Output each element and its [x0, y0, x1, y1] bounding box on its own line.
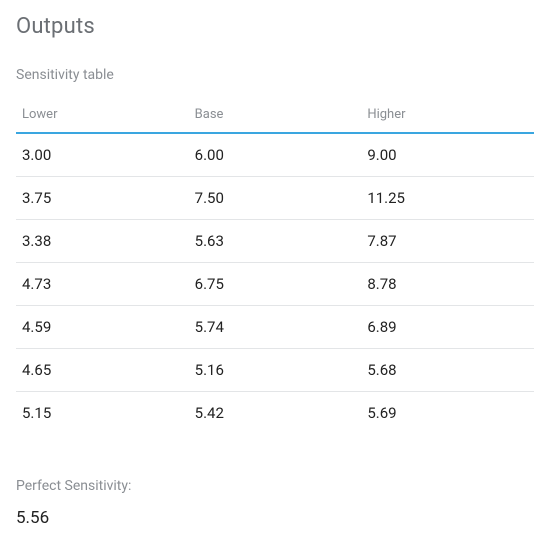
table-cell: 6.75: [189, 263, 362, 306]
table-cell: 4.65: [16, 349, 189, 392]
table-cell: 3.75: [16, 177, 189, 220]
table-cell: 4.73: [16, 263, 189, 306]
col-header-base: Base: [189, 97, 362, 132]
table-row: 3.385.637.87: [16, 220, 534, 263]
col-header-lower: Lower: [16, 97, 189, 132]
outputs-panel: Outputs Sensitivity table Lower Base Hig…: [0, 0, 550, 552]
table-row: 4.736.758.78: [16, 263, 534, 306]
sensitivity-table: Lower Base Higher 3.006.009.003.757.5011…: [16, 97, 534, 434]
result-label: Perfect Sensitivity:: [16, 478, 534, 494]
table-cell: 8.78: [361, 263, 534, 306]
table-cell: 3.00: [16, 134, 189, 177]
table-cell: 3.38: [16, 220, 189, 263]
table-cell: 11.25: [361, 177, 534, 220]
table-cell: 7.50: [189, 177, 362, 220]
table-cell: 9.00: [361, 134, 534, 177]
table-cell: 5.74: [189, 306, 362, 349]
result-value: 5.56: [16, 508, 534, 528]
table-body: 3.006.009.003.757.5011.253.385.637.874.7…: [16, 134, 534, 434]
table-cell: 5.15: [16, 392, 189, 435]
table-cell: 5.63: [189, 220, 362, 263]
table-row: 3.006.009.00: [16, 134, 534, 177]
table-cell: 4.59: [16, 306, 189, 349]
table-head: Lower Base Higher: [16, 97, 534, 134]
table-header-row: Lower Base Higher: [16, 97, 534, 132]
col-header-higher: Higher: [361, 97, 534, 132]
table-cell: 6.89: [361, 306, 534, 349]
table-cell: 6.00: [189, 134, 362, 177]
table-row: 4.655.165.68: [16, 349, 534, 392]
table-cell: 7.87: [361, 220, 534, 263]
table-cell: 5.42: [189, 392, 362, 435]
table-row: 5.155.425.69: [16, 392, 534, 435]
table-cell: 5.69: [361, 392, 534, 435]
table-cell: 5.68: [361, 349, 534, 392]
page-title: Outputs: [16, 14, 534, 39]
table-label: Sensitivity table: [16, 67, 534, 83]
table-row: 4.595.746.89: [16, 306, 534, 349]
table-cell: 5.16: [189, 349, 362, 392]
table-row: 3.757.5011.25: [16, 177, 534, 220]
